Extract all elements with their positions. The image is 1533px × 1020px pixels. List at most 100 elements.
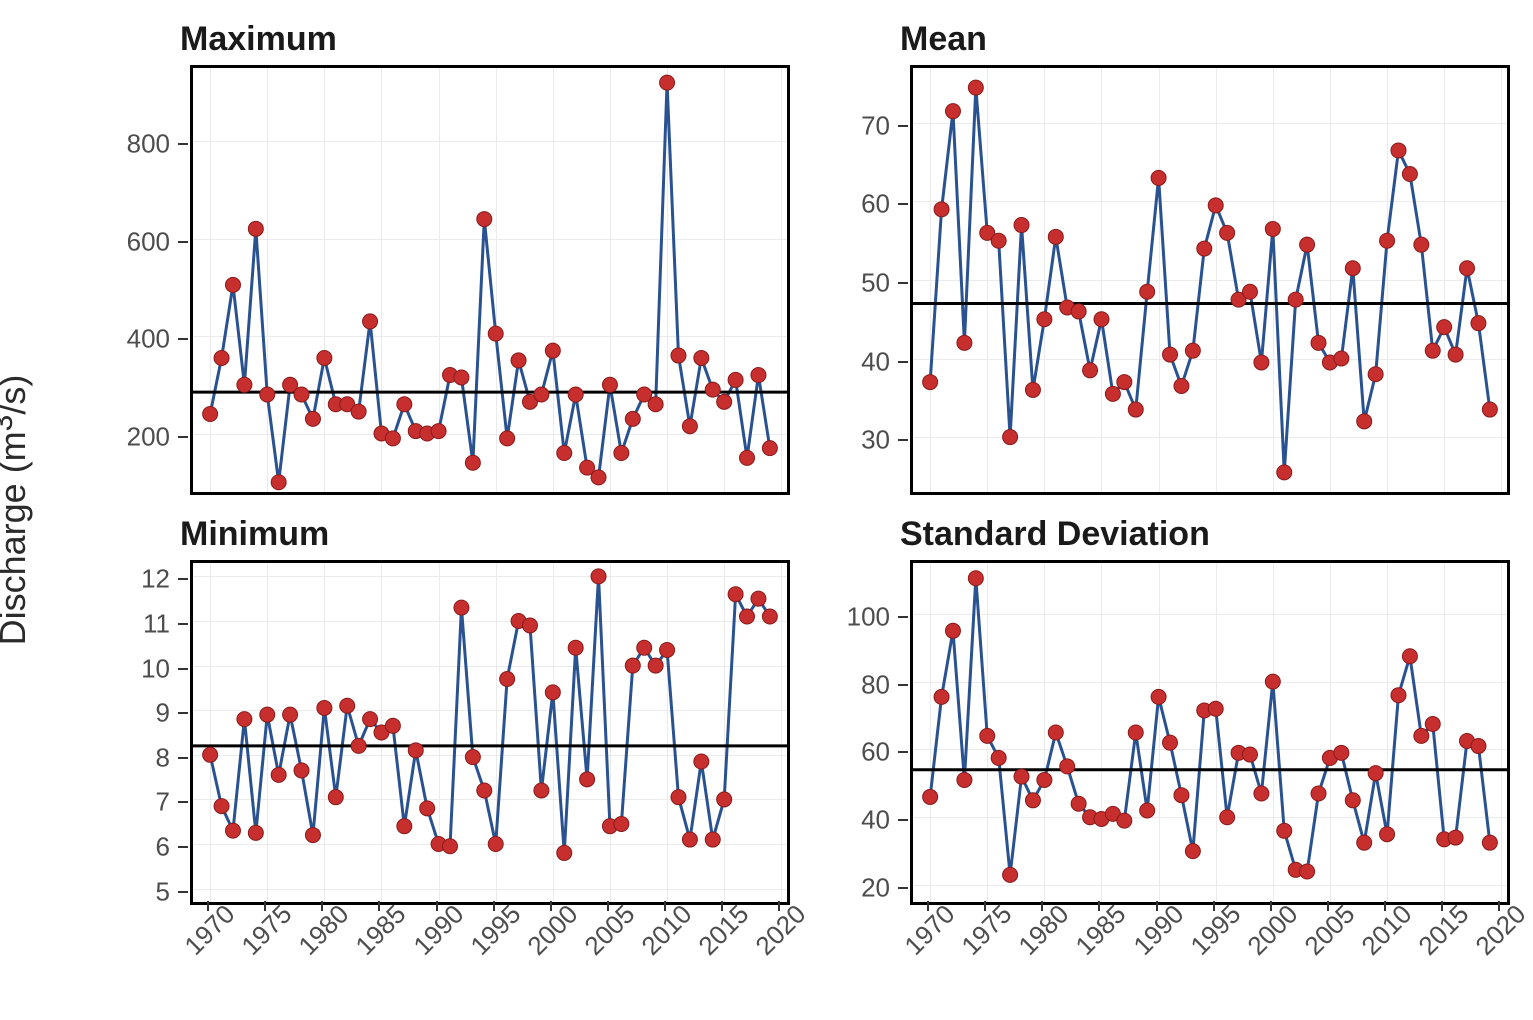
data-marker — [694, 350, 709, 365]
x-tick-label: 2005 — [578, 899, 641, 962]
y-tick-mark — [898, 751, 908, 753]
data-marker — [1014, 769, 1029, 784]
y-tick-label: 60 — [861, 737, 890, 768]
data-marker — [1300, 864, 1315, 879]
data-marker — [488, 837, 503, 852]
data-marker — [625, 411, 640, 426]
data-marker — [751, 368, 766, 383]
panel-title: Minimum — [180, 515, 790, 554]
panels-grid: Maximum200400600800Mean3040506070Minimum… — [110, 20, 1510, 1000]
data-marker — [214, 799, 229, 814]
data-marker — [1437, 320, 1452, 335]
data-marker — [934, 689, 949, 704]
data-marker — [363, 314, 378, 329]
data-marker — [271, 767, 286, 782]
y-tick-label: 600 — [127, 226, 170, 257]
data-marker — [1425, 717, 1440, 732]
data-marker — [408, 743, 423, 758]
data-marker — [591, 569, 606, 584]
data-marker — [728, 372, 743, 387]
y-tick-label: 8 — [156, 742, 170, 773]
y-tick-mark — [898, 684, 908, 686]
data-marker — [1117, 375, 1132, 390]
data-marker — [945, 623, 960, 638]
y-tick-mark — [898, 125, 908, 127]
series-svg — [193, 68, 787, 492]
data-marker — [1357, 414, 1372, 429]
y-tick-mark — [178, 436, 188, 438]
x-tick-mark — [778, 901, 780, 911]
x-tick-label: 2010 — [635, 899, 698, 962]
y-tick-mark — [178, 143, 188, 145]
data-marker — [294, 387, 309, 402]
x-tick-label: 2000 — [1241, 899, 1304, 962]
data-marker — [717, 792, 732, 807]
x-tick-mark — [1041, 901, 1043, 911]
y-tick-mark — [898, 616, 908, 618]
y-tick-mark — [898, 887, 908, 889]
x-tick-mark — [321, 901, 323, 911]
data-marker — [1094, 312, 1109, 327]
y-tick-label: 30 — [861, 425, 890, 456]
data-marker — [682, 419, 697, 434]
y-tick-column: 3040506070 — [830, 65, 910, 495]
data-marker — [1174, 788, 1189, 803]
data-marker — [522, 618, 537, 633]
panel-title: Mean — [900, 20, 1510, 59]
data-marker — [923, 789, 938, 804]
series-svg — [913, 68, 1507, 492]
data-marker — [1277, 823, 1292, 838]
y-tick-mark — [898, 361, 908, 363]
data-marker — [1380, 827, 1395, 842]
x-tick-label: 1970 — [178, 899, 241, 962]
data-marker — [591, 470, 606, 485]
x-tick-mark — [264, 901, 266, 911]
x-tick-mark — [1384, 901, 1386, 911]
data-marker — [762, 609, 777, 624]
data-marker — [1402, 167, 1417, 182]
data-marker — [1071, 304, 1086, 319]
data-marker — [1071, 796, 1086, 811]
data-marker — [237, 377, 252, 392]
data-marker — [1117, 813, 1132, 828]
data-marker — [1402, 649, 1417, 664]
x-tick-label: 2010 — [1355, 899, 1418, 962]
data-marker — [614, 446, 629, 461]
data-marker — [1163, 735, 1178, 750]
x-tick-mark — [378, 901, 380, 911]
data-marker — [1334, 351, 1349, 366]
data-marker — [317, 350, 332, 365]
plot-area — [190, 560, 790, 905]
data-marker — [1311, 786, 1326, 801]
data-marker — [1242, 284, 1257, 299]
data-marker — [500, 671, 515, 686]
data-marker — [1185, 343, 1200, 358]
y-tick-label: 60 — [861, 189, 890, 220]
data-marker — [1003, 867, 1018, 882]
data-marker — [1334, 745, 1349, 760]
data-marker — [694, 754, 709, 769]
data-marker — [1265, 674, 1280, 689]
data-marker — [1151, 689, 1166, 704]
data-marker — [1048, 725, 1063, 740]
data-marker — [545, 343, 560, 358]
data-marker — [465, 750, 480, 765]
x-tick-mark — [436, 901, 438, 911]
data-marker — [1025, 793, 1040, 808]
data-marker — [1048, 229, 1063, 244]
data-marker — [1025, 382, 1040, 397]
data-marker — [991, 233, 1006, 248]
x-tick-mark — [607, 901, 609, 911]
data-marker — [1425, 343, 1440, 358]
data-marker — [260, 387, 275, 402]
data-marker — [1208, 701, 1223, 716]
y-tick-column: 56789101112 — [110, 560, 190, 905]
y-tick-mark — [898, 439, 908, 441]
x-tick-mark — [664, 901, 666, 911]
data-marker — [1197, 241, 1212, 256]
x-tick-label: 1975 — [236, 899, 299, 962]
data-marker — [488, 326, 503, 341]
data-marker — [1471, 316, 1486, 331]
data-marker — [1482, 402, 1497, 417]
data-marker — [557, 446, 572, 461]
